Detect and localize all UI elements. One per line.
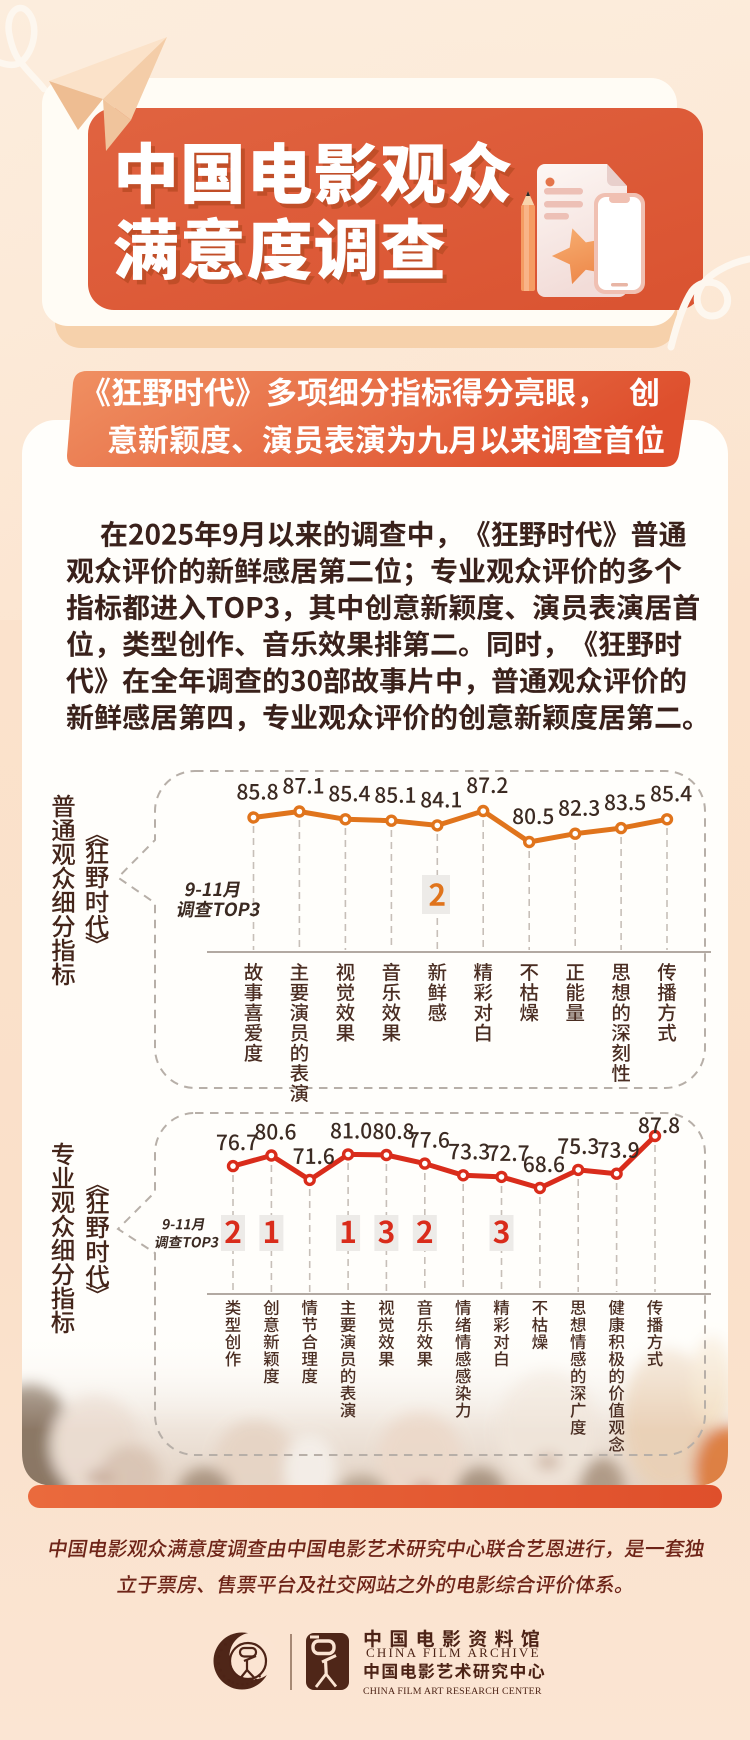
- svg-text:CHINA FILM ARCHIVE: CHINA FILM ARCHIVE: [366, 1645, 541, 1660]
- svg-text:CHINA FILM ART RESEARCH CENTER: CHINA FILM ART RESEARCH CENTER: [363, 1686, 542, 1697]
